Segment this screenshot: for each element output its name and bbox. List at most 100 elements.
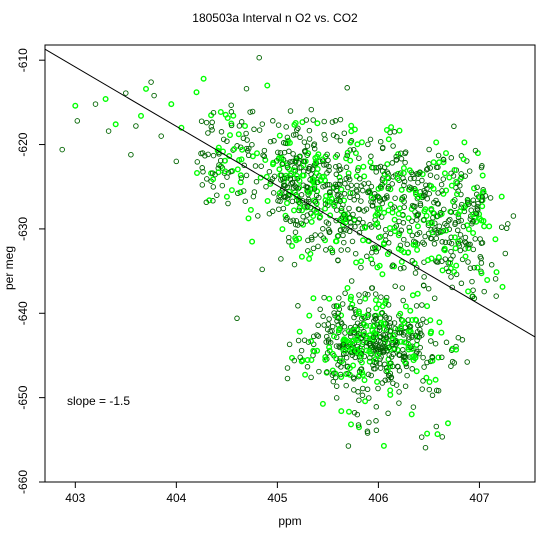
data-point (406, 186, 413, 193)
data-point (340, 232, 346, 239)
data-point (334, 207, 340, 213)
data-point (447, 216, 453, 223)
data-point (314, 332, 320, 338)
data-point (293, 131, 299, 138)
data-point (239, 146, 246, 153)
data-point (465, 259, 471, 265)
data-point (427, 165, 433, 171)
data-point (308, 218, 315, 225)
data-point (244, 137, 250, 143)
data-point (384, 194, 390, 201)
data-point (426, 190, 432, 197)
data-point (276, 166, 283, 173)
data-point (402, 359, 409, 366)
data-point (321, 294, 327, 301)
data-point (387, 320, 394, 326)
data-point (313, 208, 320, 215)
data-point (482, 193, 489, 199)
data-point (383, 314, 389, 321)
data-point (329, 249, 336, 256)
data-point (383, 126, 390, 133)
data-point (365, 307, 372, 313)
data-point (289, 158, 296, 165)
data-point (337, 371, 344, 378)
data-point (305, 168, 312, 174)
data-point (439, 267, 446, 274)
data-point (354, 193, 361, 200)
data-point (428, 235, 434, 242)
data-point (279, 161, 285, 168)
data-point (492, 276, 499, 282)
data-point (329, 323, 336, 330)
data-point (363, 335, 370, 342)
data-point (284, 164, 291, 171)
data-point (414, 337, 420, 344)
data-point (311, 141, 318, 147)
data-point (443, 227, 450, 234)
data-point (326, 295, 333, 302)
data-point (424, 185, 430, 192)
data-point (432, 376, 439, 383)
data-point (493, 269, 500, 276)
data-point (320, 173, 327, 180)
data-point (478, 260, 485, 266)
data-point (396, 127, 403, 134)
data-point (385, 410, 391, 417)
data-point (379, 310, 386, 316)
data-point (198, 118, 205, 124)
data-point (230, 147, 236, 153)
data-point (374, 378, 381, 385)
data-point (305, 339, 312, 345)
data-point (410, 203, 417, 210)
data-point (503, 225, 510, 232)
data-point (428, 338, 434, 344)
data-point (433, 423, 440, 430)
data-point (372, 297, 379, 304)
data-point (405, 249, 412, 256)
data-point (369, 327, 376, 334)
data-point (381, 349, 387, 355)
data-point (462, 234, 469, 241)
data-point (350, 146, 357, 153)
data-point (478, 270, 485, 277)
data-point (275, 149, 281, 156)
data-point (426, 386, 433, 393)
data-point (306, 312, 313, 319)
data-point (249, 108, 256, 115)
data-point (329, 247, 336, 254)
data-point (333, 163, 339, 170)
data-point (326, 316, 332, 322)
data-point (409, 366, 415, 372)
data-point (275, 122, 282, 128)
data-point (466, 168, 473, 174)
data-point (401, 182, 407, 189)
data-point (391, 129, 398, 135)
data-point (366, 395, 372, 401)
data-point (421, 241, 428, 247)
data-point (340, 347, 347, 354)
data-point (352, 250, 359, 257)
data-point (215, 144, 222, 151)
data-point (354, 332, 360, 339)
data-point (391, 228, 398, 235)
data-point (424, 195, 430, 202)
data-point (401, 204, 407, 210)
data-point (361, 331, 368, 338)
data-point (378, 294, 384, 300)
data-point (267, 138, 274, 145)
data-point (398, 258, 405, 265)
data-point (448, 182, 455, 189)
data-point (252, 163, 259, 169)
data-point (446, 226, 453, 233)
data-point (348, 344, 355, 351)
data-point (282, 140, 289, 147)
data-point (293, 237, 300, 244)
data-point (457, 247, 464, 254)
data-point (304, 152, 310, 158)
data-point (471, 295, 478, 302)
data-point (308, 357, 315, 364)
data-point (303, 183, 309, 190)
data-point (393, 341, 399, 348)
data-point (205, 151, 211, 158)
data-point (238, 175, 245, 181)
